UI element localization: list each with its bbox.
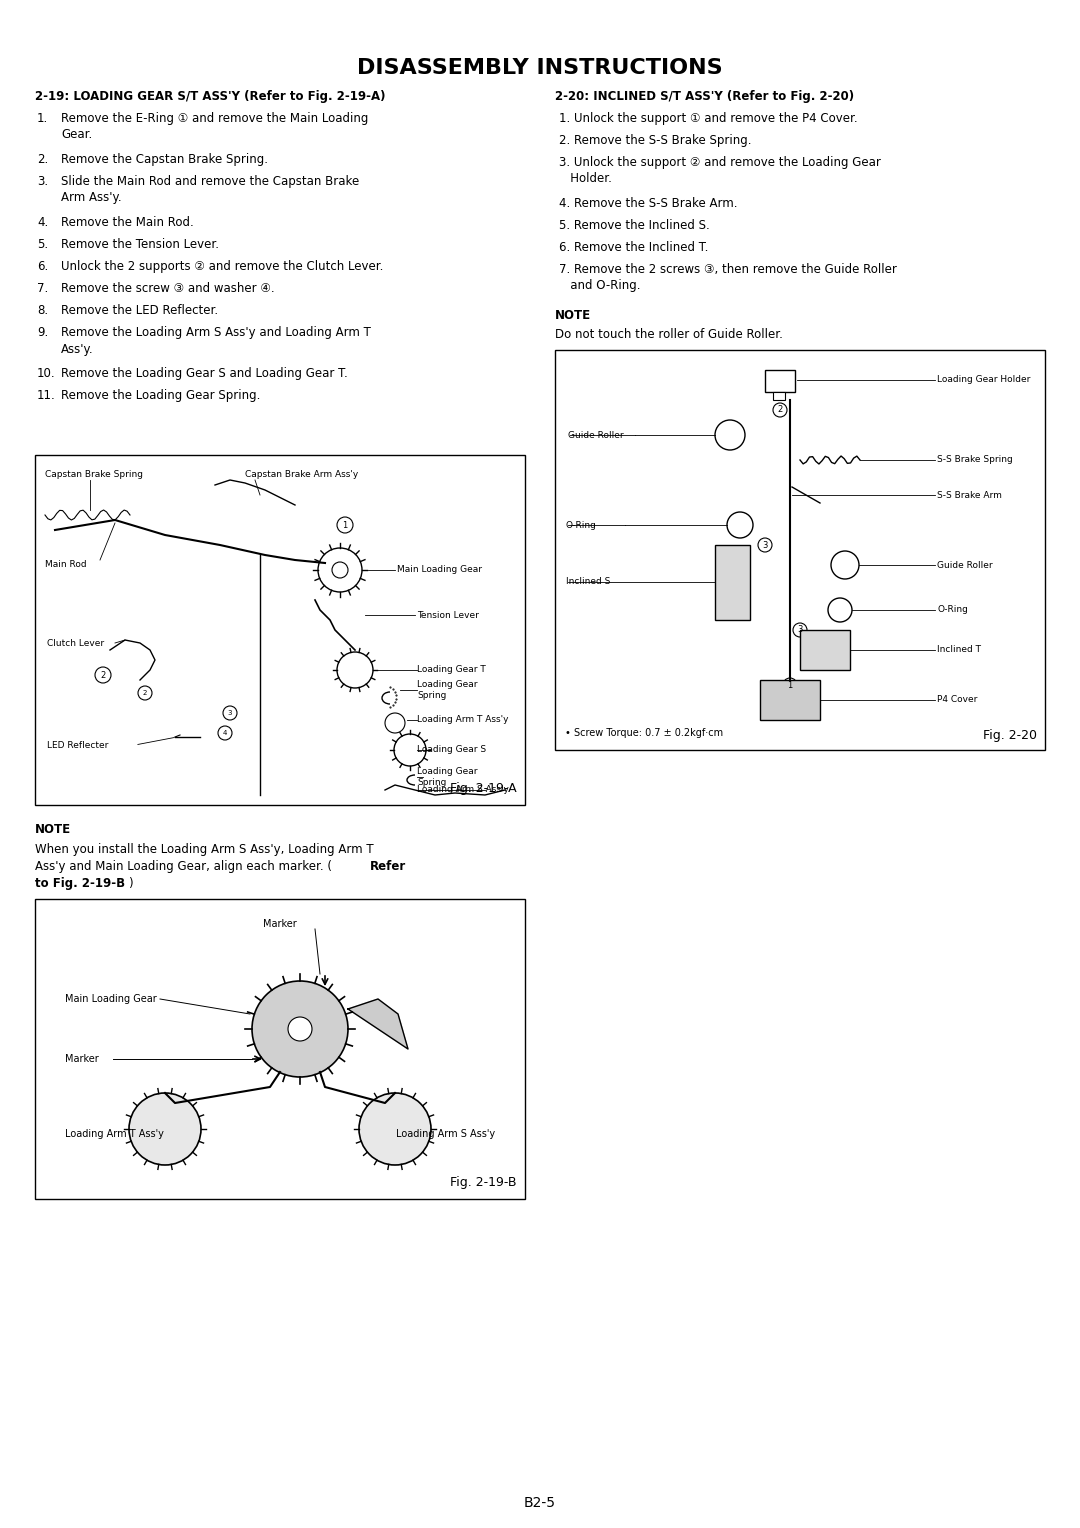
Text: Fig. 2-19-B: Fig. 2-19-B: [450, 1177, 517, 1189]
Text: 5.: 5.: [37, 238, 49, 251]
Text: 7. Remove the 2 screws ③, then remove the Guide Roller
   and O-Ring.: 7. Remove the 2 screws ③, then remove th…: [559, 263, 896, 292]
Text: ): ): [129, 877, 133, 889]
Text: Loading Gear T: Loading Gear T: [417, 666, 486, 674]
Text: O-Ring: O-Ring: [566, 521, 597, 530]
Text: Do not touch the roller of Guide Roller.: Do not touch the roller of Guide Roller.: [555, 329, 783, 341]
Text: B2-5: B2-5: [524, 1496, 556, 1510]
Circle shape: [288, 1018, 312, 1041]
Text: Main Rod: Main Rod: [45, 559, 86, 568]
Text: Fig. 2-19-A: Fig. 2-19-A: [450, 782, 517, 795]
Text: 3.: 3.: [37, 176, 49, 188]
Text: 4. Remove the S-S Brake Arm.: 4. Remove the S-S Brake Arm.: [559, 197, 738, 209]
Text: 10.: 10.: [37, 367, 56, 380]
Text: Loading Arm T Ass'y: Loading Arm T Ass'y: [65, 1129, 164, 1138]
Text: Marker: Marker: [65, 1054, 98, 1063]
Text: When you install the Loading Arm S Ass'y, Loading Arm T: When you install the Loading Arm S Ass'y…: [35, 843, 374, 856]
Text: 8.: 8.: [37, 304, 49, 316]
Text: S-S Brake Spring: S-S Brake Spring: [937, 455, 1013, 465]
Text: Remove the Loading Arm S Ass'y and Loading Arm T
Ass'y.: Remove the Loading Arm S Ass'y and Loadi…: [60, 325, 370, 356]
Text: Remove the Loading Gear S and Loading Gear T.: Remove the Loading Gear S and Loading Ge…: [60, 367, 348, 380]
Text: Refer: Refer: [370, 860, 406, 872]
Text: Ass'y and Main Loading Gear, align each marker. (: Ass'y and Main Loading Gear, align each …: [35, 860, 332, 872]
Text: 2-20: INCLINED S/T ASS'Y (Refer to Fig. 2-20): 2-20: INCLINED S/T ASS'Y (Refer to Fig. …: [555, 90, 854, 102]
Text: LED Reflecter: LED Reflecter: [48, 741, 108, 750]
Bar: [35, 898, 525, 1199]
Text: Guide Roller: Guide Roller: [568, 431, 623, 440]
Polygon shape: [348, 999, 408, 1050]
Text: 1. Unlock the support ① and remove the P4 Cover.: 1. Unlock the support ① and remove the P…: [559, 112, 858, 125]
Bar: [760, 680, 820, 720]
Text: Remove the E-Ring ① and remove the Main Loading
Gear.: Remove the E-Ring ① and remove the Main …: [60, 112, 368, 142]
Text: O-Ring: O-Ring: [937, 605, 968, 614]
Text: NOTE: NOTE: [555, 309, 591, 322]
Text: • Screw Torque: 0.7 ± 0.2kgf·cm: • Screw Torque: 0.7 ± 0.2kgf·cm: [565, 727, 724, 738]
Text: 6.: 6.: [37, 260, 49, 274]
Text: Capstan Brake Arm Ass'y: Capstan Brake Arm Ass'y: [245, 471, 359, 478]
Text: S-S Brake Arm: S-S Brake Arm: [937, 490, 1002, 500]
Bar: [800, 630, 850, 669]
Text: Loading Arm S Ass'y: Loading Arm S Ass'y: [417, 785, 509, 795]
Text: Slide the Main Rod and remove the Capstan Brake
Arm Ass'y.: Slide the Main Rod and remove the Capsta…: [60, 176, 360, 205]
Circle shape: [252, 981, 348, 1077]
Text: Loading Arm S Ass'y: Loading Arm S Ass'y: [396, 1129, 495, 1138]
Text: 3: 3: [762, 541, 768, 550]
Text: Marker: Marker: [264, 918, 297, 929]
Text: 4: 4: [222, 730, 227, 736]
Text: Remove the LED Reflecter.: Remove the LED Reflecter.: [60, 304, 218, 316]
Text: Clutch Lever: Clutch Lever: [48, 639, 104, 648]
Bar: [555, 350, 1045, 750]
Text: to Fig. 2-19-B: to Fig. 2-19-B: [35, 877, 125, 889]
Text: Tension Lever: Tension Lever: [417, 611, 478, 619]
Text: 2: 2: [100, 671, 106, 680]
Text: 3: 3: [797, 625, 802, 634]
Text: Main Loading Gear: Main Loading Gear: [65, 995, 157, 1004]
Text: P4 Cover: P4 Cover: [937, 695, 977, 704]
Text: Remove the Tension Lever.: Remove the Tension Lever.: [60, 238, 219, 251]
Text: Loading Gear S: Loading Gear S: [417, 746, 486, 755]
Text: Fig. 2-20: Fig. 2-20: [983, 729, 1037, 743]
Text: 2: 2: [778, 405, 783, 414]
Text: Main Loading Gear: Main Loading Gear: [397, 565, 482, 575]
Text: NOTE: NOTE: [35, 824, 71, 836]
Text: Remove the Loading Gear Spring.: Remove the Loading Gear Spring.: [60, 390, 260, 402]
Text: Loading Gear
Spring: Loading Gear Spring: [417, 680, 477, 700]
Text: 2-19: LOADING GEAR S/T ASS'Y (Refer to Fig. 2-19-A): 2-19: LOADING GEAR S/T ASS'Y (Refer to F…: [35, 90, 386, 102]
Text: 1.: 1.: [37, 112, 49, 125]
Text: Guide Roller: Guide Roller: [937, 561, 993, 570]
Text: 11.: 11.: [37, 390, 56, 402]
Text: 2.: 2.: [37, 153, 49, 167]
Text: Inclined T: Inclined T: [937, 645, 981, 654]
Text: Remove the Capstan Brake Spring.: Remove the Capstan Brake Spring.: [60, 153, 268, 167]
Text: Loading Gear
Spring: Loading Gear Spring: [417, 767, 477, 787]
Circle shape: [359, 1093, 431, 1164]
Text: Remove the Main Rod.: Remove the Main Rod.: [60, 215, 193, 229]
Text: Inclined S: Inclined S: [566, 578, 610, 587]
Text: Loading Gear Holder: Loading Gear Holder: [937, 376, 1030, 385]
Text: 5. Remove the Inclined S.: 5. Remove the Inclined S.: [559, 219, 710, 232]
Bar: [715, 545, 750, 620]
Circle shape: [129, 1093, 201, 1164]
Text: Remove the screw ③ and washer ④.: Remove the screw ③ and washer ④.: [60, 283, 274, 295]
Text: Loading Arm T Ass'y: Loading Arm T Ass'y: [417, 715, 509, 724]
Text: DISASSEMBLY INSTRUCTIONS: DISASSEMBLY INSTRUCTIONS: [357, 58, 723, 78]
Text: 9.: 9.: [37, 325, 49, 339]
Text: 2: 2: [143, 691, 147, 695]
Bar: [35, 455, 525, 805]
Bar: [773, 393, 785, 400]
Bar: [765, 370, 795, 393]
Text: 2. Remove the S-S Brake Spring.: 2. Remove the S-S Brake Spring.: [559, 134, 752, 147]
Text: 7.: 7.: [37, 283, 49, 295]
Text: 1: 1: [342, 521, 348, 530]
Text: Unlock the 2 supports ② and remove the Clutch Lever.: Unlock the 2 supports ② and remove the C…: [60, 260, 383, 274]
Text: 3. Unlock the support ② and remove the Loading Gear
   Holder.: 3. Unlock the support ② and remove the L…: [559, 156, 881, 185]
Text: Capstan Brake Spring: Capstan Brake Spring: [45, 471, 143, 478]
Text: 4.: 4.: [37, 215, 49, 229]
Text: 3: 3: [228, 711, 232, 717]
Text: 1: 1: [787, 680, 793, 689]
Text: 6. Remove the Inclined T.: 6. Remove the Inclined T.: [559, 241, 708, 254]
